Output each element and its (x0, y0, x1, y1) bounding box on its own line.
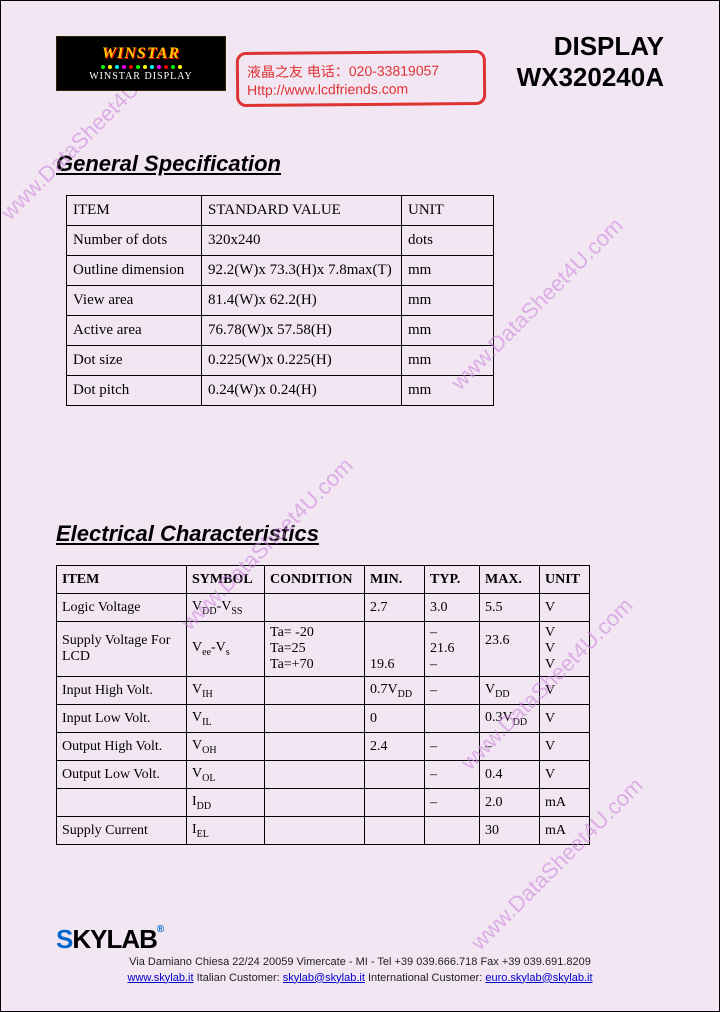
table-row: Output Low Volt.VOL–0.4V (57, 761, 590, 789)
table-row: Logic VoltageVDD-VSS2.73.05.5V (57, 594, 590, 622)
footer-address: Via Damiano Chiesa 22/24 20059 Vimercate… (129, 956, 591, 968)
header: WINSTAR WINSTAR DISPLAY 液晶之友 电话：020-3381… (56, 31, 664, 126)
table-row: Dot pitch0.24(W)x 0.24(H)mm (67, 376, 494, 406)
electrical-section-title: Electrical Characteristics (56, 521, 664, 547)
th-item: ITEM (67, 196, 202, 226)
table-row: Input High Volt.VIH0.7VDD–VDDV (57, 677, 590, 705)
electrical-table: ITEM SYMBOL CONDITION MIN. TYP. MAX. UNI… (56, 565, 590, 845)
title-model: WX320240A (517, 62, 664, 93)
footer: SKYLAB® Via Damiano Chiesa 22/24 20059 V… (56, 924, 664, 986)
table-header-row: ITEM SYMBOL CONDITION MIN. TYP. MAX. UNI… (57, 566, 590, 594)
general-section-title: General Specification (56, 151, 664, 177)
table-row: Supply CurrentIEL30mA (57, 817, 590, 845)
table-row: Supply Voltage For LCDVee-VsTa= -20Ta=25… (57, 622, 590, 677)
general-spec-table: ITEM STANDARD VALUE UNIT Number of dots3… (66, 195, 494, 406)
stamp-line1: 液晶之友 电话：020-33819057 (247, 60, 475, 82)
logo-top: WINSTAR (102, 45, 180, 63)
footer-link-site[interactable]: www.skylab.it (128, 972, 194, 984)
table-row: Active area76.78(W)x 57.58(H)mm (67, 316, 494, 346)
table-row: Input Low Volt.VIL00.3VDDV (57, 705, 590, 733)
title-block: DISPLAY WX320240A (517, 31, 664, 93)
table-row: View area81.4(W)x 62.2(H)mm (67, 286, 494, 316)
stamp: 液晶之友 电话：020-33819057 Http://www.lcdfrien… (236, 50, 486, 107)
stamp-line2: Http://www.lcdfriends.com (247, 80, 475, 98)
table-row: IDD–2.0mA (57, 789, 590, 817)
title-display: DISPLAY (517, 31, 664, 62)
table-row: Dot size0.225(W)x 0.225(H)mm (67, 346, 494, 376)
winstar-logo: WINSTAR WINSTAR DISPLAY (56, 36, 226, 91)
footer-link-email2[interactable]: euro.skylab@skylab.it (485, 972, 592, 984)
table-row: Number of dots320x240dots (67, 226, 494, 256)
table-header-row: ITEM STANDARD VALUE UNIT (67, 196, 494, 226)
footer-link-email1[interactable]: skylab@skylab.it (283, 972, 365, 984)
table-row: Outline dimension92.2(W)x 73.3(H)x 7.8ma… (67, 256, 494, 286)
footer-text: Via Damiano Chiesa 22/24 20059 Vimercate… (56, 955, 664, 986)
logo-bottom: WINSTAR DISPLAY (89, 71, 193, 82)
skylab-logo: SKYLAB® (56, 924, 664, 955)
th-value: STANDARD VALUE (202, 196, 402, 226)
table-row: Output High Volt.VOH2.4––V (57, 733, 590, 761)
th-unit: UNIT (402, 196, 494, 226)
